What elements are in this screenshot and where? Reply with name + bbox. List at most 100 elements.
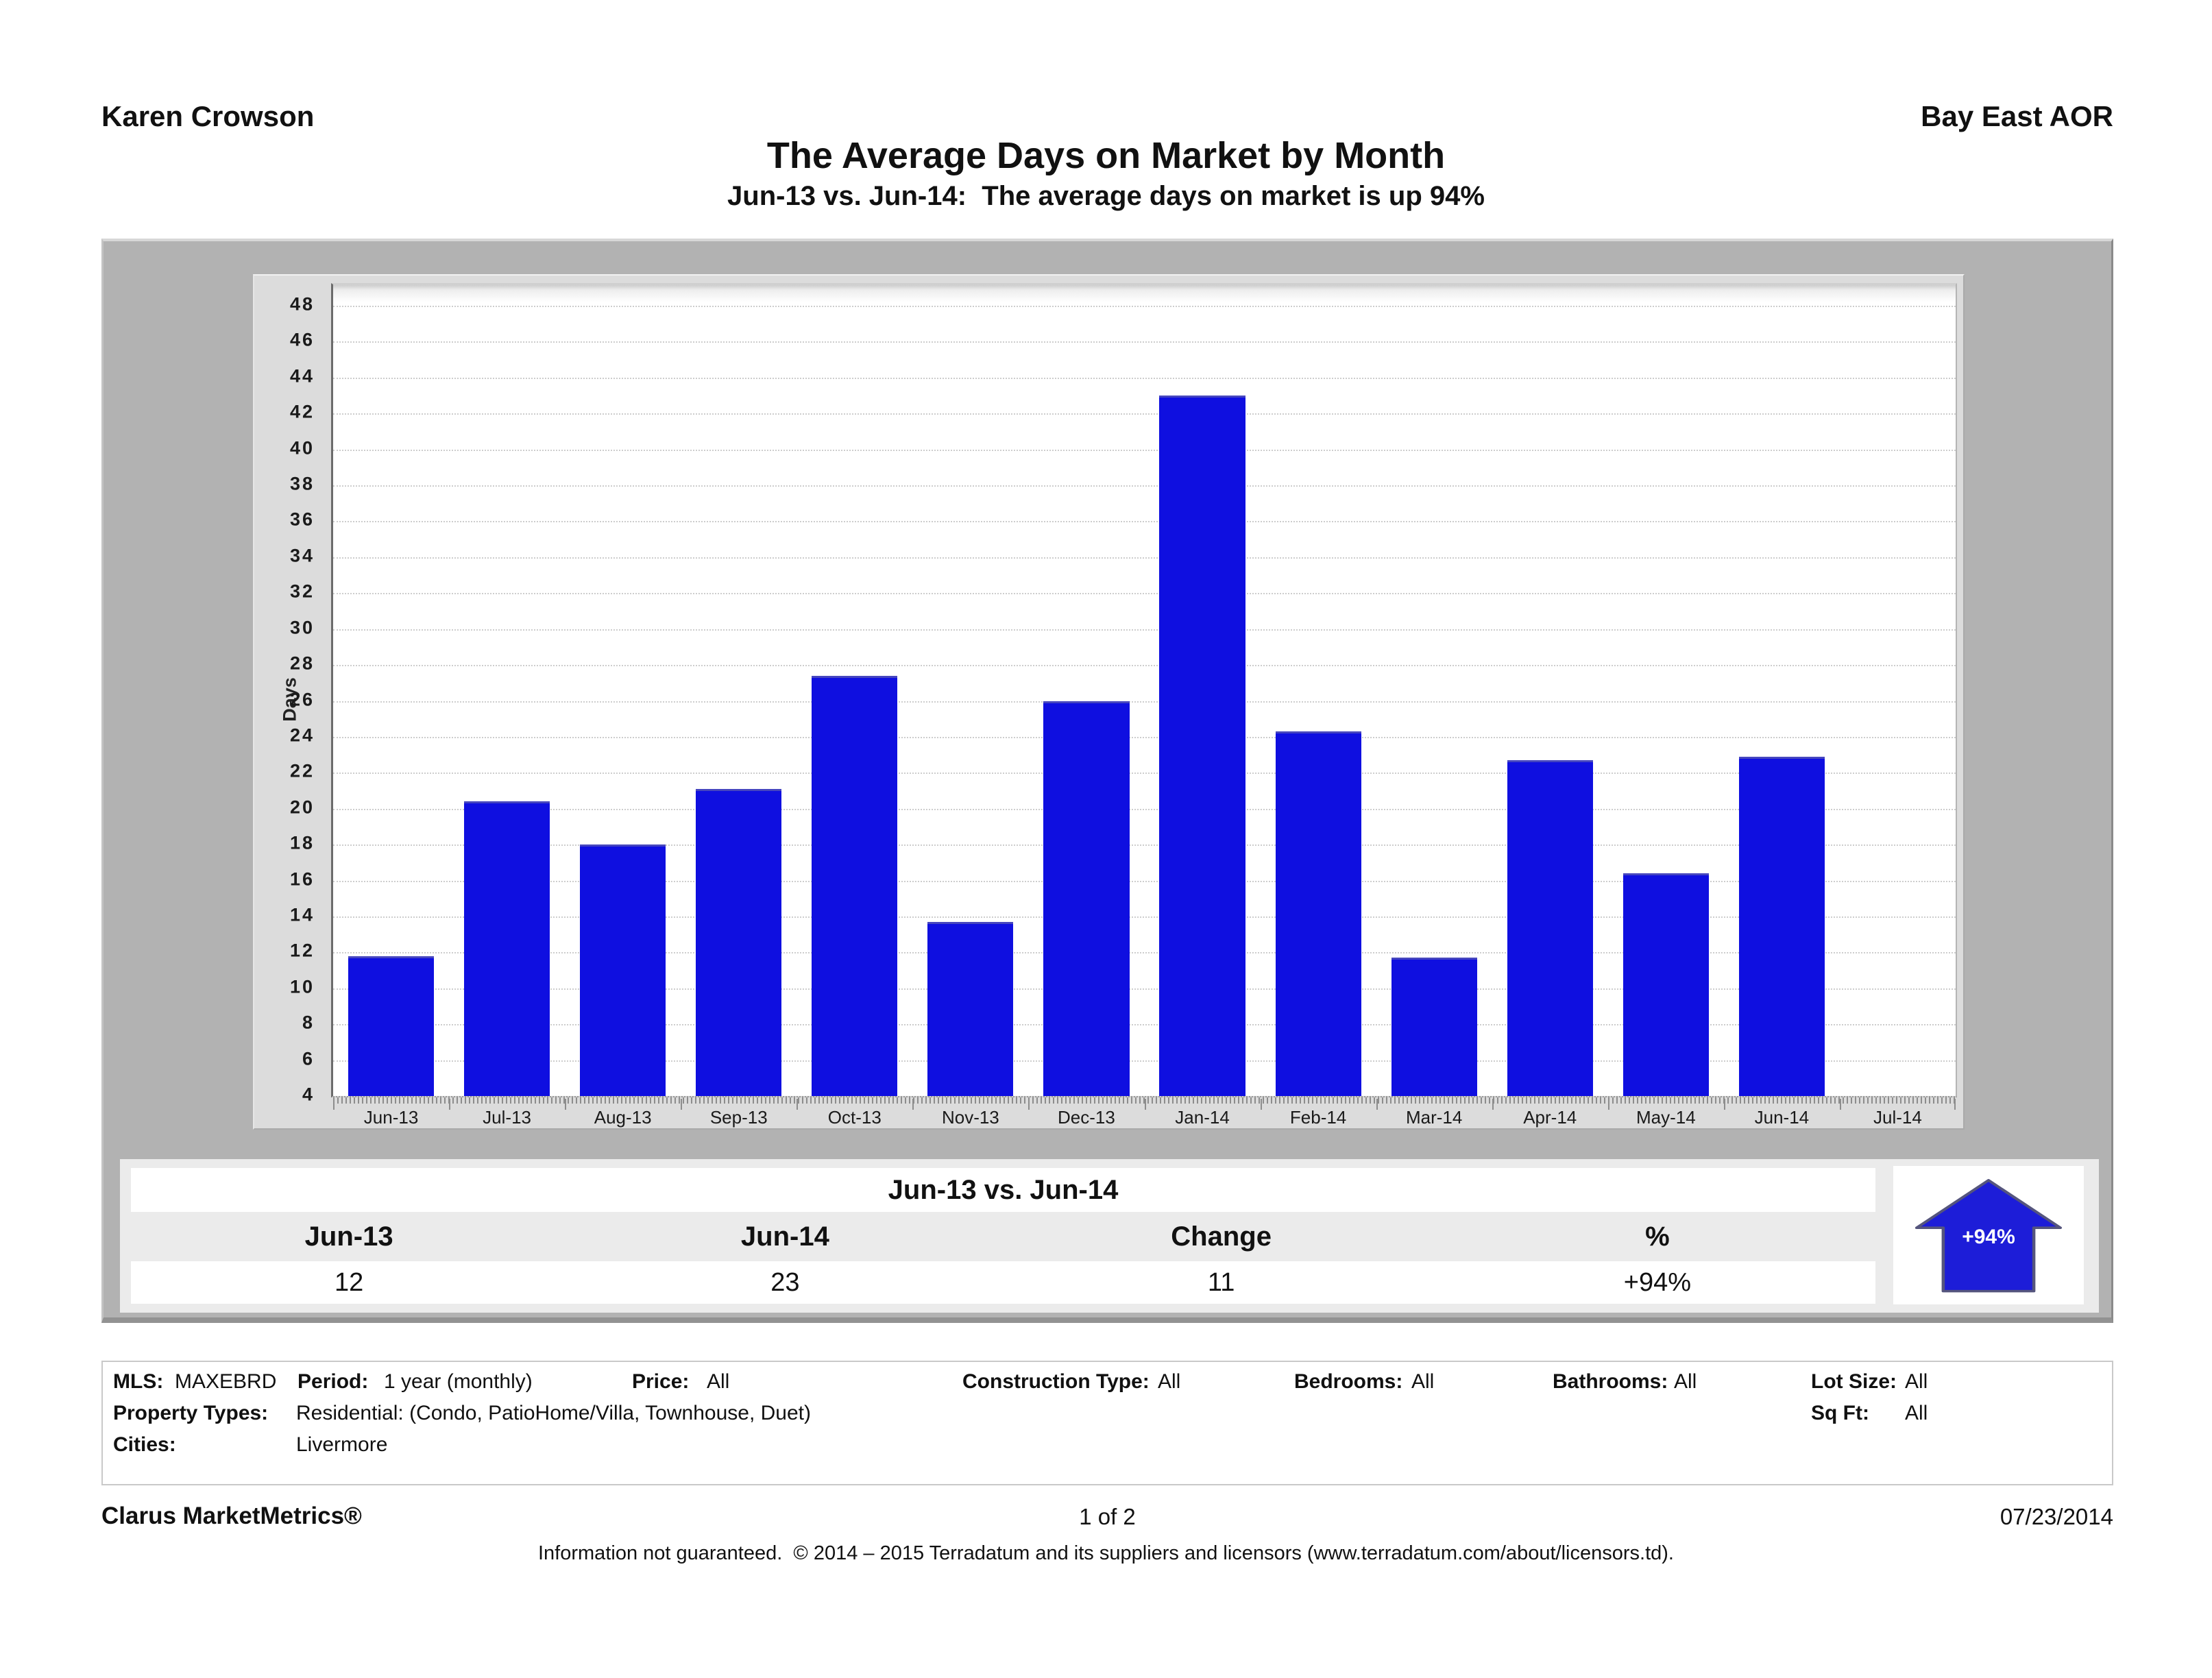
trend-arrow-box: +94% [1893, 1166, 2084, 1304]
gridline-22 [333, 773, 1956, 775]
summary-val-jun14: 23 [770, 1268, 800, 1297]
sq-ft-value: All [1905, 1402, 1928, 1424]
y-tick-label-44: 44 [289, 365, 315, 387]
report-date: 07/23/2014 [2000, 1504, 2113, 1529]
gridline-46 [333, 341, 1956, 343]
summary-header-row: Jun-13 Jun-14 Change % [131, 1215, 1875, 1258]
y-tick-label-36: 36 [289, 509, 315, 530]
property-types-value: Residential: (Condo, PatioHome/Villa, To… [296, 1402, 811, 1424]
x-tick-label-Jul-14: Jul-14 [1873, 1107, 1922, 1128]
y-tick-label-14: 14 [289, 904, 315, 925]
y-tick-label-4: 4 [302, 1084, 315, 1105]
lot-size-value: All [1905, 1370, 1928, 1393]
price-label: Price: [632, 1370, 690, 1393]
x-tick-8 [1260, 1099, 1262, 1110]
gridline-42 [333, 413, 1956, 415]
y-tick-label-16: 16 [289, 868, 315, 890]
y-tick-label-34: 34 [289, 545, 315, 566]
page-title: The Average Days on Market by Month [766, 135, 1446, 176]
x-tick-label-Feb-14: Feb-14 [1289, 1107, 1347, 1128]
summary-col-change: Change [1171, 1221, 1272, 1252]
bathrooms-label: Bathrooms: [1553, 1370, 1668, 1393]
bar-Jun-14 [1738, 756, 1825, 1096]
bar-Sep-13 [696, 788, 782, 1096]
x-tick-label-May-14: May-14 [1636, 1107, 1696, 1128]
x-tick-6 [1028, 1099, 1030, 1110]
y-tick-label-38: 38 [289, 473, 315, 494]
summary-col-jun13: Jun-13 [304, 1221, 393, 1252]
up-arrow-icon [1915, 1179, 2063, 1293]
bar-May-14 [1622, 873, 1709, 1096]
summary-val-jun13: 12 [334, 1268, 364, 1297]
bedrooms-value: All [1411, 1370, 1435, 1393]
y-tick-label-28: 28 [289, 653, 315, 674]
y-tick-label-24: 24 [289, 725, 315, 746]
chart-card: Days 48 46 44 42 40 38 36 34 32 30 28 26 24 22 20 18 16 1… [253, 274, 1965, 1130]
summary-title: Jun-13 vs. Jun-14 [131, 1168, 1875, 1212]
gridline-20 [333, 808, 1956, 810]
gridline-14 [333, 916, 1956, 918]
y-tick-label-48: 48 [289, 293, 315, 315]
agent-name: Karen Crowson [101, 100, 315, 132]
x-tick-0 [333, 1099, 335, 1110]
y-tick-label-12: 12 [289, 940, 315, 961]
x-tick-5 [912, 1099, 914, 1110]
gridline-44 [333, 377, 1956, 379]
y-tick-label-26: 26 [289, 689, 315, 709]
gridline-10 [333, 988, 1956, 990]
x-tick-label-Apr-14: Apr-14 [1523, 1107, 1577, 1128]
period-value: 1 year (monthly) [384, 1370, 533, 1393]
y-tick-label-42: 42 [289, 401, 315, 422]
bar-Jan-14 [1159, 396, 1245, 1096]
y-tick-label-32: 32 [289, 581, 315, 602]
gridline-12 [333, 952, 1956, 954]
y-tick-label-20: 20 [289, 797, 315, 818]
y-tick-label-8: 8 [302, 1012, 315, 1033]
gridline-8 [333, 1024, 1956, 1026]
x-tick-label-Nov-13: Nov-13 [941, 1107, 999, 1128]
cities-label: Cities: [113, 1433, 176, 1456]
y-axis: 48 46 44 42 40 38 36 34 32 30 28 26 24 22 20 18 16 14 12 10… [254, 283, 321, 1105]
bar-Oct-13 [812, 675, 898, 1096]
summary-value-row: 12 23 11 +94% [131, 1261, 1875, 1304]
bar-Jul-13 [464, 801, 550, 1096]
bedrooms-label: Bedrooms: [1294, 1370, 1403, 1393]
disclaimer-text: Information not guaranteed. © 2014 – 201… [538, 1542, 1674, 1564]
summary-val-percent: +94% [1623, 1268, 1691, 1297]
organization-name: Bay East AOR [1921, 100, 2113, 132]
period-label: Period: [297, 1370, 369, 1393]
gridline-30 [333, 629, 1956, 631]
summary-section: Jun-13 vs. Jun-14 Jun-13 Jun-14 Change %… [120, 1159, 2099, 1313]
bar-Mar-14 [1391, 958, 1477, 1096]
x-tick-10 [1492, 1099, 1494, 1110]
gridline-32 [333, 593, 1956, 595]
mls-value: MAXEBRD [175, 1370, 277, 1393]
gridline-48 [333, 306, 1956, 307]
filter-criteria-box: MLS: MAXEBRD Period: 1 year (monthly) Pr… [101, 1361, 2113, 1485]
summary-col-jun14: Jun-14 [740, 1221, 829, 1252]
y-tick-label-40: 40 [289, 437, 315, 459]
y-tick-label-10: 10 [289, 976, 315, 997]
trend-arrow-label: +94% [1962, 1225, 2015, 1248]
construction-type-label: Construction Type: [962, 1370, 1150, 1393]
sq-ft-label: Sq Ft: [1811, 1402, 1869, 1424]
summary-table: Jun-13 vs. Jun-14 Jun-13 Jun-14 Change %… [131, 1168, 1875, 1304]
bathrooms-value: All [1674, 1370, 1697, 1393]
gridline-28 [333, 665, 1956, 667]
x-tick-label-Mar-14: Mar-14 [1405, 1107, 1463, 1128]
plot-area [331, 283, 1957, 1097]
y-tick-label-30: 30 [289, 617, 315, 638]
y-tick-label-18: 18 [289, 832, 315, 853]
page-number: 1 of 2 [1079, 1504, 1136, 1529]
x-tick-label-Jul-13: Jul-13 [483, 1107, 531, 1128]
gridline-38 [333, 485, 1956, 487]
x-tick-12 [1723, 1099, 1725, 1110]
x-tick-9 [1376, 1099, 1378, 1110]
x-tick-1 [449, 1099, 451, 1110]
summary-val-change: 11 [1207, 1268, 1235, 1297]
construction-type-value: All [1158, 1370, 1181, 1393]
bar-Dec-13 [1043, 701, 1130, 1096]
page-subtitle: Jun-13 vs. Jun-14: The average days on m… [727, 181, 1485, 211]
bar-Jun-13 [348, 956, 435, 1096]
